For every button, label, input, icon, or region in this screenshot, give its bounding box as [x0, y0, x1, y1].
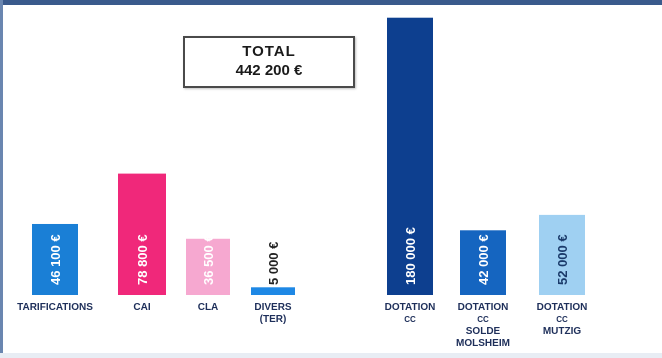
category-label-4: DIVERS (TER): [254, 302, 292, 325]
bar-7: [539, 214, 585, 295]
bottom-border: [0, 353, 662, 358]
category-label-7: DOTATION CC MUTZIG: [537, 302, 588, 337]
data-label-2: 78 800 €: [135, 234, 150, 285]
bar-1: [32, 223, 78, 295]
bar-6: [460, 230, 506, 295]
total-box: TOTAL 442 200 €: [183, 36, 355, 88]
category-label-1: TARIFICATIONS: [17, 302, 93, 313]
bar-3: [186, 238, 230, 295]
bar-5: [387, 17, 433, 296]
category-label-2: CAI: [133, 302, 150, 313]
total-title: TOTAL: [242, 43, 296, 60]
left-border: [0, 0, 3, 358]
data-label-3: 36 500 €: [201, 234, 216, 285]
data-label-7: 52 000 €: [555, 234, 570, 285]
top-border: [0, 0, 662, 5]
category-label-3: CLA: [198, 302, 219, 313]
data-label-4: 5 000 €: [266, 242, 281, 285]
category-label-6: DOTATION CC SOLDE MOLSHEIM: [456, 302, 510, 349]
total-value: 442 200 €: [235, 62, 303, 79]
data-label-1: 46 100 €: [48, 234, 63, 285]
bar-2: [118, 173, 166, 295]
bar-4: [251, 287, 295, 295]
data-label-5: 180 000 €: [403, 227, 418, 285]
category-label-5: DOTATION CC: [385, 302, 436, 324]
data-label-6: 42 000 €: [476, 234, 491, 285]
